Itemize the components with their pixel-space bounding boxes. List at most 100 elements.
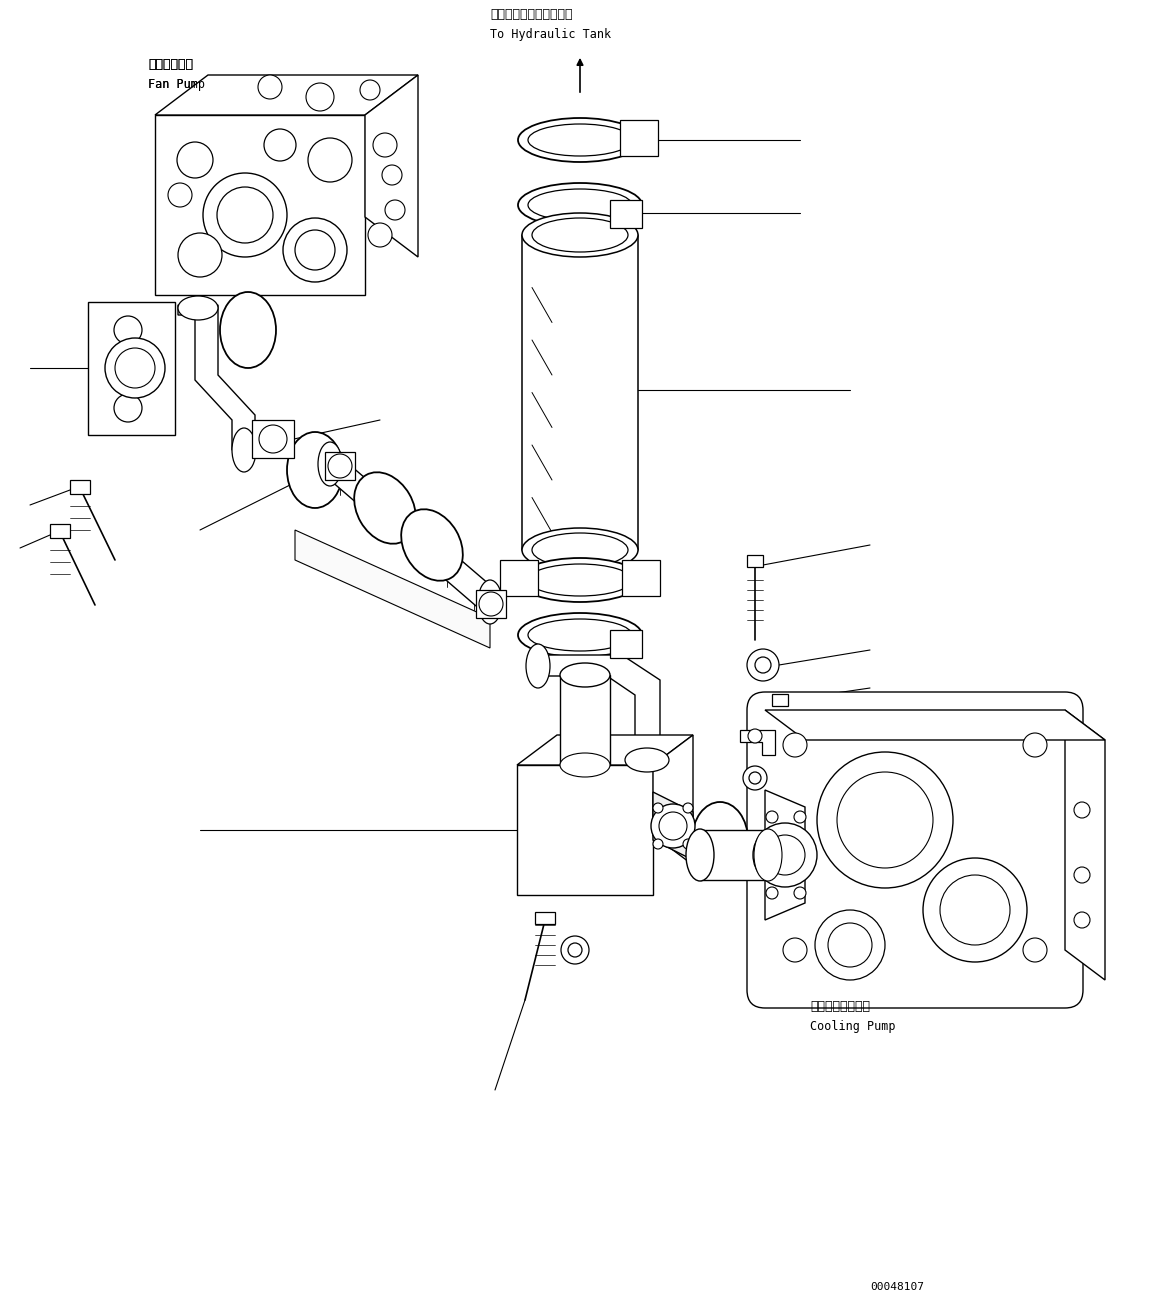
Circle shape — [923, 858, 1027, 962]
Bar — [622, 560, 659, 597]
Circle shape — [766, 811, 778, 823]
Text: クーリングポンプ: クーリングポンプ — [809, 1000, 870, 1013]
Circle shape — [204, 173, 287, 258]
Circle shape — [306, 83, 334, 110]
Circle shape — [115, 348, 155, 388]
Circle shape — [308, 138, 352, 183]
Text: Fan Pump: Fan Pump — [148, 78, 205, 91]
Ellipse shape — [231, 428, 256, 472]
Circle shape — [167, 183, 192, 208]
Circle shape — [755, 657, 771, 673]
Circle shape — [828, 922, 872, 967]
Ellipse shape — [317, 442, 342, 486]
Ellipse shape — [528, 189, 632, 221]
Ellipse shape — [259, 424, 287, 453]
Bar — [476, 590, 506, 618]
Ellipse shape — [220, 292, 276, 368]
Circle shape — [361, 80, 380, 100]
Polygon shape — [178, 305, 255, 449]
Ellipse shape — [479, 593, 504, 616]
Circle shape — [683, 803, 693, 813]
Text: ファンポンプ: ファンポンプ — [148, 58, 193, 71]
Polygon shape — [365, 75, 418, 258]
Circle shape — [264, 129, 297, 162]
Polygon shape — [652, 792, 693, 859]
Ellipse shape — [522, 213, 638, 258]
Bar — [252, 420, 294, 459]
Circle shape — [283, 218, 347, 283]
Circle shape — [783, 733, 807, 757]
Polygon shape — [538, 654, 659, 759]
Bar — [500, 560, 538, 597]
Circle shape — [652, 840, 663, 849]
Circle shape — [368, 223, 392, 247]
Bar — [772, 694, 789, 706]
Circle shape — [105, 338, 165, 398]
Circle shape — [837, 773, 933, 869]
Ellipse shape — [518, 183, 642, 227]
Circle shape — [765, 834, 805, 875]
Circle shape — [743, 766, 768, 790]
Bar — [324, 452, 355, 480]
Polygon shape — [740, 731, 775, 756]
Text: To Hydraulic Tank: To Hydraulic Tank — [490, 28, 611, 41]
Bar — [50, 524, 70, 537]
Ellipse shape — [528, 564, 632, 597]
Circle shape — [766, 887, 778, 899]
Circle shape — [561, 936, 588, 964]
Circle shape — [816, 752, 952, 888]
Circle shape — [748, 729, 762, 742]
Polygon shape — [155, 116, 365, 296]
Circle shape — [794, 887, 806, 899]
Ellipse shape — [625, 748, 669, 773]
Circle shape — [752, 823, 816, 887]
Polygon shape — [652, 735, 693, 865]
Ellipse shape — [686, 829, 714, 880]
FancyBboxPatch shape — [747, 692, 1083, 1008]
Ellipse shape — [328, 455, 352, 478]
Polygon shape — [88, 302, 174, 435]
Bar — [70, 480, 90, 494]
Ellipse shape — [178, 296, 217, 321]
Circle shape — [651, 804, 695, 848]
Circle shape — [652, 803, 663, 813]
Circle shape — [568, 943, 582, 957]
Ellipse shape — [355, 472, 416, 544]
Ellipse shape — [528, 619, 632, 650]
Circle shape — [217, 187, 273, 243]
Polygon shape — [518, 765, 652, 895]
Bar — [700, 830, 768, 880]
Circle shape — [258, 75, 281, 99]
Text: Fan Pump: Fan Pump — [148, 78, 205, 91]
Circle shape — [940, 875, 1009, 945]
Ellipse shape — [478, 579, 502, 624]
Circle shape — [178, 233, 222, 277]
Circle shape — [177, 142, 213, 177]
Circle shape — [373, 133, 397, 156]
Circle shape — [1073, 802, 1090, 819]
Circle shape — [1073, 912, 1090, 928]
Ellipse shape — [531, 533, 628, 568]
Bar — [611, 200, 642, 229]
Circle shape — [385, 200, 405, 219]
Ellipse shape — [561, 753, 611, 777]
Polygon shape — [518, 735, 693, 765]
Polygon shape — [330, 448, 490, 618]
Polygon shape — [765, 710, 1105, 740]
Text: ファンポンプ: ファンポンプ — [148, 58, 193, 71]
Ellipse shape — [526, 644, 550, 689]
Ellipse shape — [401, 510, 463, 581]
Circle shape — [114, 394, 142, 422]
Circle shape — [295, 230, 335, 269]
Circle shape — [683, 840, 693, 849]
Polygon shape — [765, 790, 805, 920]
Ellipse shape — [528, 124, 632, 156]
Ellipse shape — [561, 664, 611, 687]
Ellipse shape — [518, 558, 642, 602]
Ellipse shape — [531, 218, 628, 252]
Ellipse shape — [518, 614, 642, 657]
Bar — [747, 555, 763, 568]
Ellipse shape — [287, 432, 343, 509]
Ellipse shape — [692, 802, 748, 878]
Circle shape — [1073, 867, 1090, 883]
